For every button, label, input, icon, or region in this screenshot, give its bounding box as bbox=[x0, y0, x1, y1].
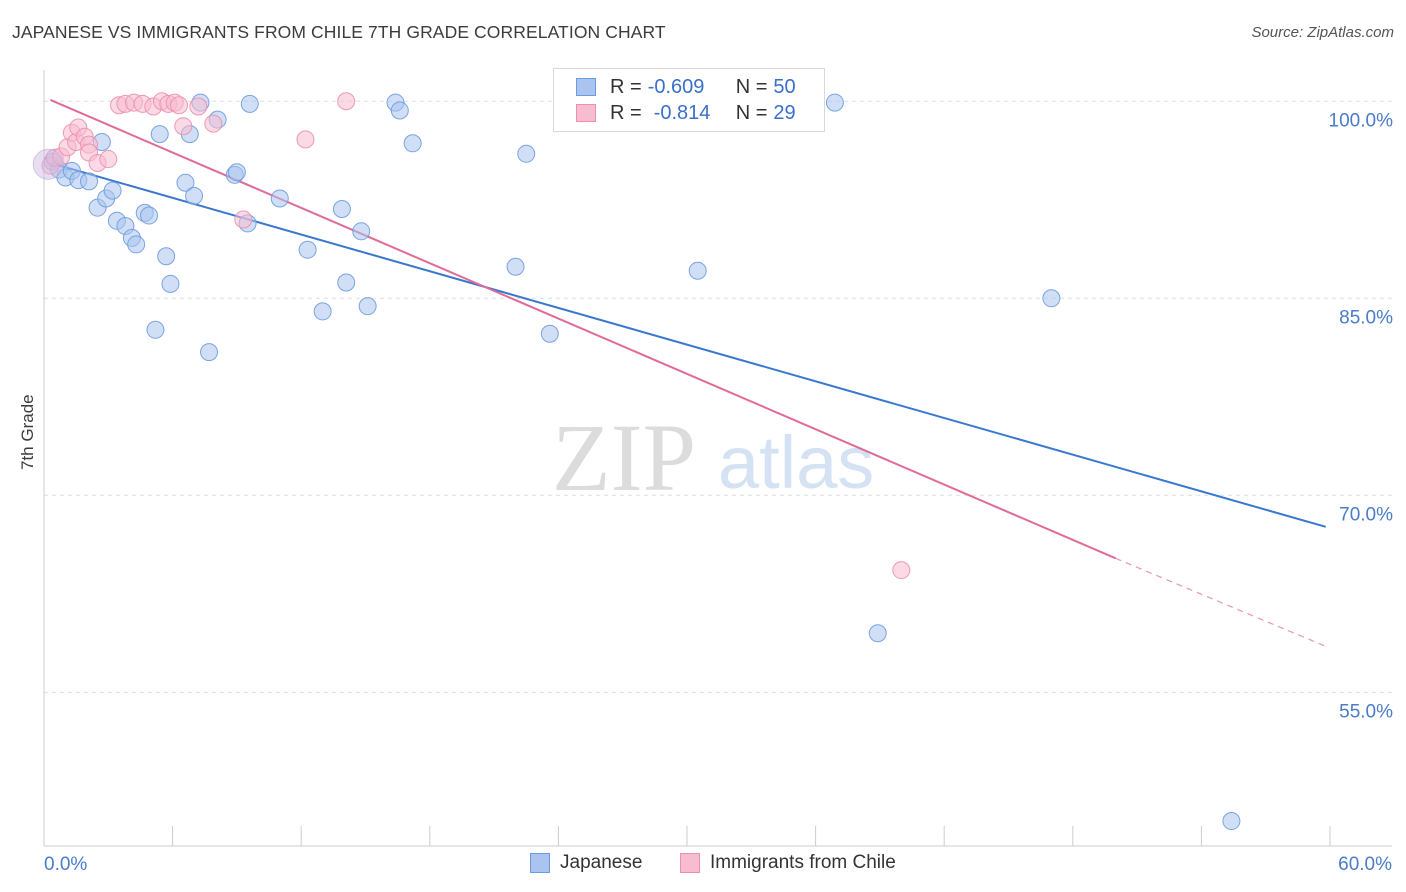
data-point bbox=[32, 148, 64, 180]
data-point bbox=[80, 172, 99, 191]
series-label-chile: Immigrants from Chile bbox=[710, 852, 896, 873]
legend-row-chile: R = -0.814 N = 29 bbox=[576, 101, 796, 125]
legend-r-value: -0.609 bbox=[647, 75, 705, 98]
legend-r-label: R = bbox=[610, 101, 642, 124]
watermark: ZIP atlas bbox=[552, 404, 874, 511]
data-point bbox=[868, 624, 887, 643]
data-point bbox=[240, 94, 259, 113]
data-point bbox=[170, 96, 189, 115]
data-point bbox=[161, 274, 180, 293]
x-tick-label: 60.0% bbox=[1338, 854, 1392, 875]
data-point bbox=[185, 186, 204, 205]
data-point bbox=[176, 173, 195, 192]
legend-r-value: -0.814 bbox=[653, 101, 711, 124]
data-point bbox=[688, 261, 707, 280]
data-point bbox=[358, 297, 377, 316]
series-swatch-japanese bbox=[530, 853, 550, 873]
legend-n-label: N = bbox=[735, 101, 768, 124]
data-point bbox=[390, 101, 409, 120]
data-point bbox=[234, 210, 253, 229]
data-point bbox=[337, 273, 356, 292]
series-label-japanese: Japanese bbox=[560, 852, 643, 873]
data-point bbox=[146, 320, 165, 339]
data-point bbox=[825, 93, 844, 112]
series-legend-chile[interactable]: Immigrants from Chile bbox=[680, 852, 896, 874]
data-point bbox=[140, 206, 159, 225]
data-point bbox=[189, 97, 208, 116]
data-point bbox=[103, 181, 122, 200]
legend-swatch-japanese bbox=[576, 78, 596, 96]
data-point bbox=[403, 134, 422, 153]
data-point bbox=[127, 235, 146, 254]
y-tick-label: 85.0% bbox=[1339, 307, 1393, 328]
trend-line-extrapolated bbox=[1115, 557, 1326, 647]
y-tick-label: 100.0% bbox=[1329, 110, 1394, 131]
data-point bbox=[313, 302, 332, 321]
legend-r-label: R = bbox=[610, 75, 642, 98]
data-point bbox=[506, 257, 525, 276]
y-tick-label: 55.0% bbox=[1339, 701, 1393, 722]
legend-n-label: N = bbox=[735, 75, 768, 98]
chart-title: JAPANESE VS IMMIGRANTS FROM CHILE 7TH GR… bbox=[12, 22, 666, 42]
data-point bbox=[892, 561, 911, 580]
legend-n-value: 29 bbox=[773, 101, 796, 124]
correlation-legend: R = -0.609 N = 50 R = -0.814 N = 29 bbox=[553, 68, 825, 132]
data-point bbox=[296, 130, 315, 149]
data-point bbox=[227, 163, 246, 182]
data-point bbox=[352, 222, 371, 241]
series-legend-japanese[interactable]: Japanese bbox=[530, 852, 642, 874]
watermark-atlas: atlas bbox=[718, 421, 874, 504]
data-point bbox=[174, 117, 193, 136]
data-point bbox=[1222, 812, 1241, 831]
data-point bbox=[270, 189, 289, 208]
source-credit: Source: ZipAtlas.com bbox=[1251, 24, 1394, 41]
data-point bbox=[1042, 289, 1061, 308]
legend-row-japanese: R = -0.609 N = 50 bbox=[576, 75, 796, 99]
data-point bbox=[517, 144, 536, 163]
watermark-zip: ZIP bbox=[552, 404, 696, 511]
data-point bbox=[204, 114, 223, 133]
tick-labels: 100.0% 85.0% 70.0% 55.0% 0.0% 60.0% bbox=[44, 110, 1393, 875]
data-point bbox=[200, 343, 219, 362]
legend-n-value: 50 bbox=[773, 75, 796, 98]
data-points bbox=[32, 92, 1241, 831]
gridlines bbox=[44, 100, 1392, 693]
data-point bbox=[298, 240, 317, 259]
series-chile bbox=[41, 92, 911, 580]
data-point bbox=[99, 150, 118, 169]
data-point bbox=[150, 125, 169, 144]
series-swatch-chile bbox=[680, 853, 700, 873]
axes bbox=[43, 70, 1392, 847]
data-point bbox=[157, 247, 176, 266]
legend-swatch-chile bbox=[576, 104, 596, 122]
series-legend: Japanese Immigrants from Chile bbox=[0, 852, 1406, 878]
data-point bbox=[332, 199, 351, 218]
x-tick-label: 0.0% bbox=[44, 854, 87, 875]
data-point bbox=[540, 324, 559, 343]
y-tick-label: 70.0% bbox=[1339, 504, 1393, 525]
data-point bbox=[337, 92, 356, 111]
trend-lines bbox=[50, 99, 1326, 647]
trend-line-japanese bbox=[50, 162, 1326, 528]
